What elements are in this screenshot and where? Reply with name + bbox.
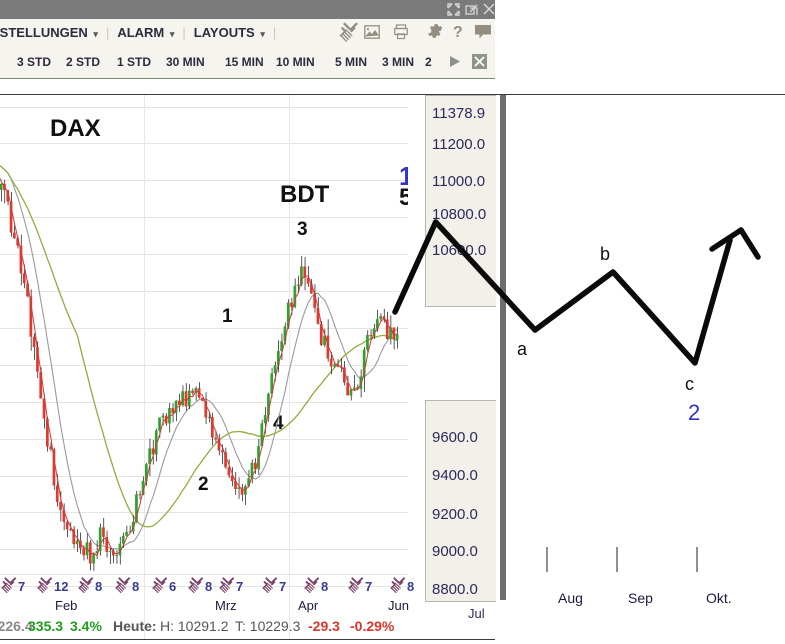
svg-text:Okt.: Okt.	[706, 590, 732, 606]
svg-text:c: c	[685, 374, 694, 394]
svg-text:Aug: Aug	[558, 590, 583, 606]
svg-text:Sep: Sep	[628, 590, 653, 606]
svg-text:b: b	[600, 244, 610, 264]
svg-text:?: ?	[453, 24, 463, 41]
svg-text:a: a	[517, 339, 528, 359]
svg-text:2: 2	[688, 400, 700, 425]
